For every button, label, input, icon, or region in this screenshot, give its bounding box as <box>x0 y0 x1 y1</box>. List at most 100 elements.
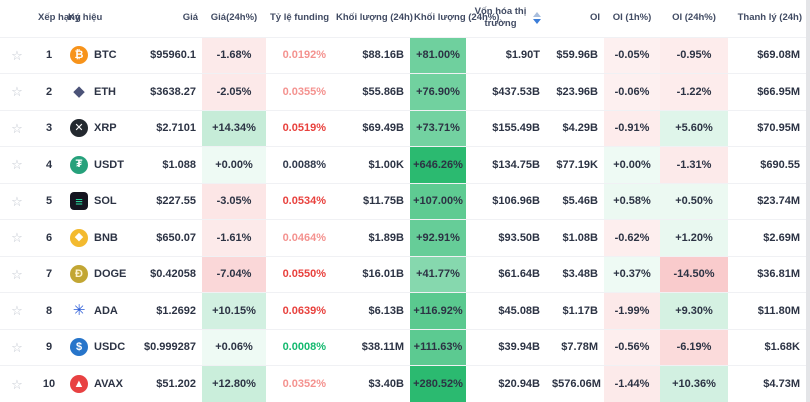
volume-24h-cell: $38.11M <box>361 341 404 354</box>
volume-24h-pct-cell: +116.92% <box>410 292 466 329</box>
rank-cell: 1 <box>45 49 53 62</box>
liquidation-24h-cell: $4.73M <box>763 378 800 390</box>
col-header-oi-1h[interactable]: OI (1h%) <box>612 12 652 24</box>
col-header-star <box>0 0 34 37</box>
oi-1h-cell: -0.91% <box>604 110 660 147</box>
rank-cell: 2 <box>45 85 53 98</box>
oi-24h-cell: +10.36% <box>660 365 728 402</box>
col-header-volume-24h[interactable]: Khối lượng (24h) <box>336 12 413 24</box>
symbol-label: DOGE <box>94 268 127 281</box>
price-cell: $650.07 <box>156 231 196 244</box>
price-24h-cell: -7.04% <box>202 256 266 293</box>
favorite-star-icon[interactable]: ☆ <box>11 339 23 355</box>
market-cap-cell: $1.90T <box>505 49 540 62</box>
liquidation-24h-cell: $70.95M <box>757 122 800 135</box>
table-row[interactable]: ☆ 1 ₿ BTC $95960.1 -1.68% 0.0192% $88.16… <box>0 37 806 74</box>
sort-icon[interactable] <box>532 12 541 25</box>
volume-24h-pct-cell: +280.52% <box>410 365 466 402</box>
symbol-label: SOL <box>94 195 117 208</box>
table-row[interactable]: ☆ 6 ◆ BNB $650.07 -1.61% 0.0464% $1.89B … <box>0 219 806 256</box>
oi-1h-cell: +0.00% <box>604 146 660 183</box>
symbol-label: AVAX <box>94 378 123 390</box>
sort-desc-icon <box>532 19 541 25</box>
favorite-star-icon[interactable]: ☆ <box>11 157 23 173</box>
col-header-symbol[interactable]: Ký hiệu <box>68 12 103 24</box>
price-cell: $0.42058 <box>150 268 196 281</box>
oi-24h-cell: +5.60% <box>660 110 728 147</box>
col-header-price[interactable]: Giá <box>182 12 198 24</box>
table-row[interactable]: ☆ 4 ₮ USDT $1.088 +0.00% 0.0088% $1.00K … <box>0 146 806 183</box>
market-cap-cell: $437.53B <box>492 85 540 98</box>
market-cap-cell: $155.49B <box>492 122 540 135</box>
col-header-rank[interactable]: Xếp hạng <box>38 12 81 24</box>
col-header-price-24h[interactable]: Giá(24h%) <box>210 12 258 24</box>
volume-24h-cell: $88.16B <box>362 49 404 62</box>
table-row[interactable]: ☆ 10 ▲ AVAX $51.202 +12.80% 0.0352% $3.4… <box>0 365 806 402</box>
price-24h-cell: -1.61% <box>202 219 266 256</box>
oi-cell: $1.17B <box>562 304 598 317</box>
favorite-star-icon[interactable]: ☆ <box>11 266 23 282</box>
table-row[interactable]: ☆ 2 ◆ ETH $3638.27 -2.05% 0.0355% $55.86… <box>0 73 806 110</box>
market-cap-cell: $45.08B <box>498 304 540 317</box>
col-header-oi-24h[interactable]: OI (24h%) <box>672 12 716 24</box>
price-24h-cell: -1.68% <box>202 37 266 74</box>
favorite-star-icon[interactable]: ☆ <box>11 120 23 136</box>
market-cap-cell: $93.50B <box>498 231 540 244</box>
favorite-star-icon[interactable]: ☆ <box>11 84 23 100</box>
liquidation-24h-cell: $11.80M <box>757 304 800 317</box>
col-header-market-cap[interactable]: Vốn hóa thị trường <box>466 0 546 37</box>
table-row[interactable]: ☆ 7 Ð DOGE $0.42058 -7.04% 0.0550% $16.0… <box>0 256 806 293</box>
price-cell: $51.202 <box>156 378 196 390</box>
oi-cell: $4.29B <box>562 122 598 135</box>
market-cap-cell: $106.96B <box>492 195 540 208</box>
col-header-liquidation-24h[interactable]: Thanh lý (24h) <box>737 12 802 24</box>
volume-24h-pct-cell: +73.71% <box>410 110 466 147</box>
table-row[interactable]: ☆ 9 $ USDC $0.999287 +0.06% 0.0008% $38.… <box>0 329 806 366</box>
rank-cell: 3 <box>45 122 53 135</box>
oi-24h-cell: -14.50% <box>660 256 728 293</box>
favorite-star-icon[interactable]: ☆ <box>11 230 23 246</box>
oi-24h-cell: -6.19% <box>660 329 728 366</box>
funding-rate-cell: 0.0464% <box>282 231 326 244</box>
volume-24h-pct-cell: +81.00% <box>410 37 466 74</box>
avax-icon: ▲ <box>70 375 88 393</box>
rank-cell: 6 <box>45 231 53 244</box>
col-header-volume-24h-pct[interactable]: Khối lượng (24h%) <box>414 12 500 24</box>
col-header-oi[interactable]: OI <box>589 12 600 24</box>
liquidation-24h-cell: $23.74M <box>757 195 800 208</box>
price-cell: $0.999287 <box>144 341 196 354</box>
volume-24h-cell: $55.86B <box>362 85 404 98</box>
favorite-star-icon[interactable]: ☆ <box>11 376 23 392</box>
ada-icon: ✳ <box>72 302 86 320</box>
rank-cell: 9 <box>45 341 53 354</box>
liquidation-24h-cell: $69.08M <box>757 49 800 62</box>
volume-24h-pct-cell: +107.00% <box>410 183 466 220</box>
favorite-star-icon[interactable]: ☆ <box>11 303 23 319</box>
eth-icon: ◆ <box>73 83 85 101</box>
header-row: Xếp hạng Ký hiệu Giá Giá(24h%) Tỷ lệ fun… <box>0 0 806 37</box>
oi-1h-cell: -0.05% <box>604 37 660 74</box>
symbol-label: ADA <box>94 304 118 317</box>
table-row[interactable]: ☆ 5 ≡ SOL $227.55 -3.05% 0.0534% $11.75B… <box>0 183 806 220</box>
funding-rate-cell: 0.0550% <box>282 268 326 281</box>
liquidation-24h-cell: $690.55 <box>760 158 800 171</box>
favorite-star-icon[interactable]: ☆ <box>11 47 23 63</box>
col-header-funding[interactable]: Tỷ lệ funding <box>270 12 330 24</box>
oi-cell: $3.48B <box>562 268 598 281</box>
symbol-label: XRP <box>94 122 117 135</box>
market-cap-cell: $134.75B <box>492 158 540 171</box>
oi-24h-cell: -1.22% <box>660 73 728 110</box>
price-24h-cell: +0.00% <box>202 146 266 183</box>
table-row[interactable]: ☆ 8 ✳ ADA $1.2692 +10.15% 0.0639% $6.13B… <box>0 292 806 329</box>
funding-rate-cell: 0.0008% <box>282 341 326 354</box>
rank-cell: 7 <box>45 268 53 281</box>
favorite-star-icon[interactable]: ☆ <box>11 193 23 209</box>
price-24h-cell: -2.05% <box>202 73 266 110</box>
symbol-label: BNB <box>94 231 118 244</box>
rank-cell: 10 <box>42 378 56 390</box>
oi-cell: $576.06M <box>552 378 601 390</box>
funding-rate-cell: 0.0088% <box>282 158 326 171</box>
table-row[interactable]: ☆ 3 ✕ XRP $2.7101 +14.34% 0.0519% $69.49… <box>0 110 806 147</box>
vertical-scrollbar[interactable] <box>806 0 810 402</box>
